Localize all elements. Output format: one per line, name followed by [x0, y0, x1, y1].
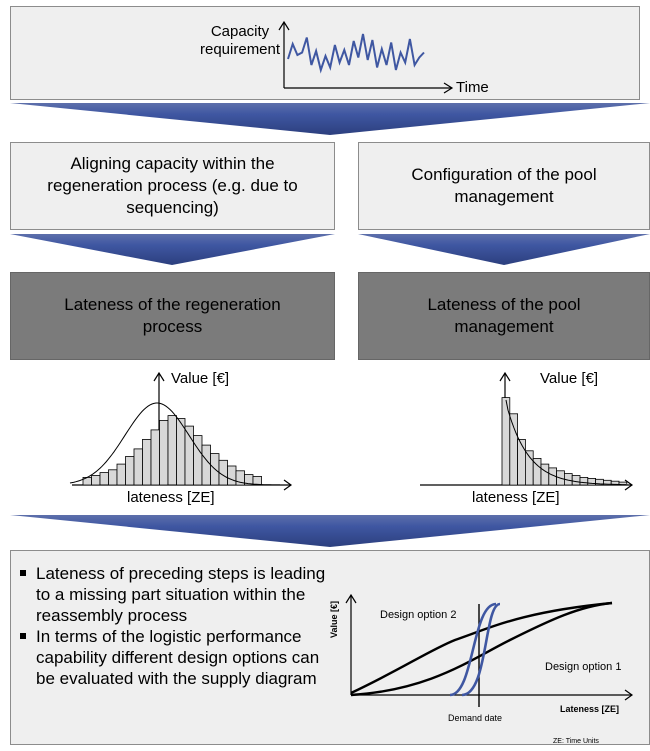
top-wide-arrow	[10, 103, 650, 135]
time-units-footnote: ZE: Time Units	[553, 738, 599, 745]
right-hist-x-label: lateness [ZE]	[472, 489, 560, 506]
pool-configuration-box: Configuration of the pool management	[358, 142, 650, 230]
left-hist-x-arrowhead	[283, 479, 293, 491]
design-option-2-label: Design option 2	[380, 609, 457, 621]
capacity-signal-line	[287, 33, 425, 74]
right-hist-y-arrowhead	[499, 371, 511, 382]
bullet-text-1: Lateness of preceding steps is leading t…	[36, 564, 326, 625]
capacity-x-arrowhead	[443, 82, 454, 94]
right-hist-y-label: Value [€]	[540, 370, 599, 387]
demand-date-label: Demand date	[448, 713, 503, 723]
design-option-1-curve	[350, 601, 613, 697]
capacity-requirement-box	[10, 6, 640, 100]
bottom-wide-arrow	[10, 515, 650, 547]
supply-y-label: Value [€]	[329, 600, 339, 638]
left-hist-normal-curve	[69, 402, 280, 486]
right-hist-x-arrowhead	[624, 479, 634, 491]
bullet-item-2: In terms of the logistic performance cap…	[20, 626, 341, 689]
supply-x-arrowhead	[624, 689, 634, 701]
bullet-item-1: Lateness of preceding steps is leading t…	[20, 563, 341, 626]
right-hist-decay-curve	[505, 399, 626, 486]
histogram-bar	[252, 475, 262, 486]
left-hist-y-label: Value [€]	[171, 370, 230, 387]
left-hist-x-label: lateness [ZE]	[127, 489, 215, 506]
left-arrow	[10, 234, 335, 265]
time-label: Time	[456, 79, 489, 96]
lateness-pool-box: Lateness of the pool management	[358, 272, 650, 360]
right-hist-bars	[501, 397, 628, 486]
design-option-1-label: Design option 1	[545, 661, 622, 673]
right-arrow	[358, 234, 650, 265]
supply-x-label: Lateness [ZE]	[560, 704, 620, 714]
bullet-text-2: In terms of the logistic performance cap…	[36, 627, 320, 688]
supply-y-arrowhead	[345, 593, 357, 604]
bullet-list: Lateness of preceding steps is leading t…	[18, 563, 341, 689]
capacity-y-arrowhead	[278, 20, 290, 31]
supply-diagram-box	[10, 550, 650, 745]
bullet-marker	[20, 633, 26, 639]
design-option-2-curve-a	[449, 602, 497, 697]
left-hist-y-arrowhead	[153, 371, 165, 382]
capacity-requirement-label: Capacity requirement	[200, 23, 281, 58]
lateness-regeneration-box: Lateness of the regeneration process	[10, 272, 335, 360]
bullet-marker	[20, 570, 26, 576]
aligning-capacity-box: Aligning capacity within the regeneratio…	[10, 142, 335, 230]
design-option-2-curve-b	[461, 602, 501, 697]
left-hist-bars	[82, 415, 262, 486]
design-option-2-steep-curve	[350, 601, 613, 695]
